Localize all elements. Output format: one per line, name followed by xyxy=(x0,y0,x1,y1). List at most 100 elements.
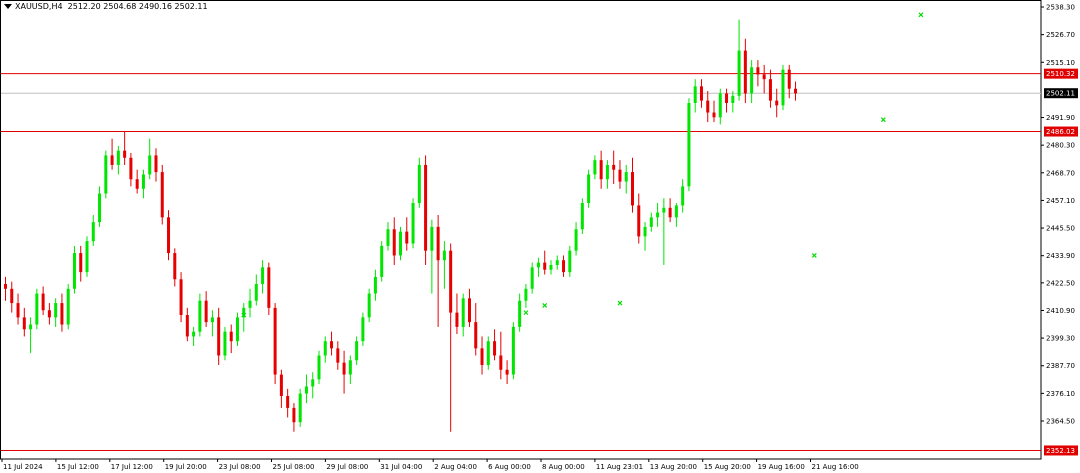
candle-body xyxy=(411,203,415,244)
candle-body xyxy=(141,174,145,189)
current-price-tag: 2502.11 xyxy=(1044,88,1078,99)
candle-body xyxy=(129,157,133,180)
candle xyxy=(235,312,239,346)
candle-body xyxy=(725,93,729,103)
candle-body xyxy=(656,212,660,218)
candle-body xyxy=(254,284,258,301)
candle xyxy=(298,388,302,427)
candle-body xyxy=(593,160,597,175)
candle-body xyxy=(204,300,208,323)
candle-body xyxy=(599,160,603,180)
candle xyxy=(574,222,578,256)
candle-body xyxy=(605,164,609,180)
candle-body xyxy=(436,226,440,261)
candle-body xyxy=(781,69,785,106)
candle-body xyxy=(210,317,214,323)
signal-marker xyxy=(241,312,247,318)
time-tick-label: 11 Aug 23:01 xyxy=(596,463,643,471)
candle xyxy=(47,303,51,325)
signal-marker xyxy=(542,303,548,308)
marker-stroke xyxy=(811,253,817,258)
candle-body xyxy=(693,86,697,103)
candle xyxy=(229,324,233,354)
candle-body xyxy=(668,207,672,218)
marker-stroke xyxy=(918,12,924,18)
level-price-tag-bg xyxy=(1044,68,1078,79)
candle xyxy=(98,186,102,227)
price-tick-label: 2538.30 xyxy=(1046,4,1075,12)
candle xyxy=(405,217,409,251)
candle-body xyxy=(424,164,428,251)
candle-body xyxy=(304,386,308,394)
price-tick-label: 2422.50 xyxy=(1046,279,1075,287)
time-tick-label: 21 Aug 16:00 xyxy=(812,463,859,471)
current-price-tag-bg xyxy=(1044,88,1078,99)
candle-body xyxy=(631,172,634,206)
candle xyxy=(605,160,609,189)
candle-body xyxy=(330,341,334,349)
price-tick-label: 2410.90 xyxy=(1046,307,1075,315)
candle-body xyxy=(66,288,70,325)
candle xyxy=(681,179,685,213)
candle-body xyxy=(587,174,591,204)
candle-body xyxy=(135,179,139,189)
time-tick-label: 15 Jul 12:00 xyxy=(57,463,99,471)
candle xyxy=(192,326,196,346)
candle xyxy=(22,307,26,337)
candle xyxy=(668,198,672,223)
candle-body xyxy=(737,50,741,96)
candle xyxy=(430,219,434,294)
level-price-tag-text: 2352.13 xyxy=(1046,447,1075,455)
candle xyxy=(311,372,315,399)
candle-body xyxy=(185,314,189,337)
level-price-tag-bg xyxy=(1044,445,1078,456)
candle-body xyxy=(486,341,490,366)
candle-body xyxy=(530,267,534,289)
signal-marker xyxy=(880,117,886,123)
dropdown-triangle-icon[interactable] xyxy=(4,4,12,9)
candle-body xyxy=(273,307,277,375)
candle-body xyxy=(361,317,365,342)
candle xyxy=(787,64,791,99)
candle xyxy=(10,281,14,313)
candle xyxy=(467,288,471,327)
marker-stroke xyxy=(617,300,623,306)
candle xyxy=(593,155,597,180)
candle-body xyxy=(637,205,641,237)
candle-body xyxy=(217,317,221,356)
candle xyxy=(167,210,171,261)
candle xyxy=(223,326,227,361)
candle-body xyxy=(336,348,340,363)
time-tick-label: 25 Jul 08:00 xyxy=(273,463,315,471)
level-price-tag: 2486.02 xyxy=(1044,126,1078,137)
candle-body xyxy=(54,303,58,318)
candle xyxy=(286,388,290,418)
candle-body xyxy=(148,155,152,175)
candle xyxy=(367,288,371,323)
candle-body xyxy=(198,300,202,332)
candle xyxy=(474,303,478,356)
candle-body xyxy=(79,253,83,273)
candle xyxy=(267,262,271,315)
candle xyxy=(530,262,534,294)
price-tick-label: 2457.10 xyxy=(1046,197,1075,205)
candle-body xyxy=(192,331,196,337)
candle-body xyxy=(405,231,409,244)
candle-body xyxy=(223,331,227,356)
candle-body xyxy=(662,207,666,213)
candle-body xyxy=(624,172,628,182)
candle xyxy=(179,272,183,323)
candle-body xyxy=(229,331,233,342)
candle xyxy=(217,307,221,366)
time-tick-label: 15 Aug 20:00 xyxy=(704,463,751,471)
candle-body xyxy=(461,298,465,327)
candle-body xyxy=(474,322,478,349)
candle xyxy=(687,98,691,192)
candle-body xyxy=(292,407,296,423)
candle-body xyxy=(612,164,616,170)
candle xyxy=(706,91,710,123)
time-tick-label: 11 Jul 2024 xyxy=(3,463,43,471)
candle-body xyxy=(4,284,7,289)
